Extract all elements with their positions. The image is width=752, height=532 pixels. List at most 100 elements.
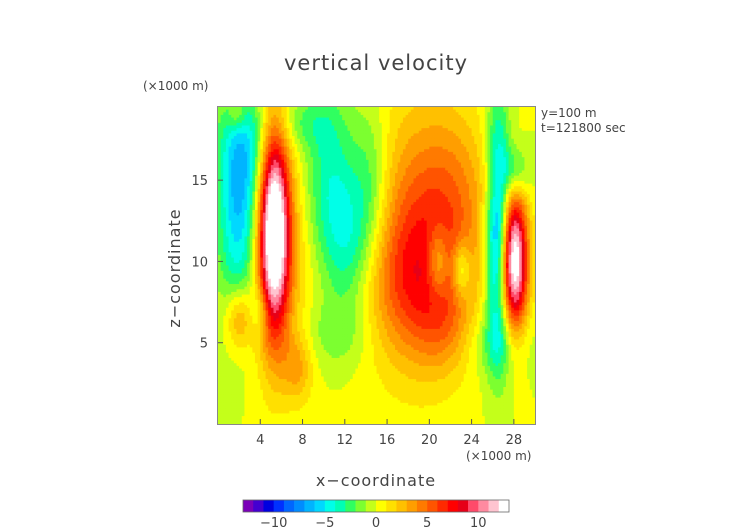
field-cell (234, 136, 237, 139)
field-cell (316, 136, 319, 139)
field-cell (260, 144, 263, 147)
field-cell (276, 147, 279, 150)
field-cell (287, 110, 290, 113)
field-cell (305, 149, 308, 152)
field-cell (453, 189, 456, 192)
field-cell (276, 165, 279, 168)
field-cell (258, 131, 261, 134)
field-cell (287, 149, 290, 152)
field-cell (250, 207, 253, 210)
field-cell (498, 189, 501, 192)
field-cell (358, 131, 361, 134)
field-cell (445, 115, 448, 118)
field-cell (429, 139, 432, 142)
field-cell (303, 147, 306, 150)
field-cell (472, 176, 475, 179)
field-cell (435, 120, 438, 123)
field-cell (448, 207, 451, 210)
field-cell (464, 123, 467, 126)
field-cell (244, 133, 247, 136)
field-cell (461, 128, 464, 131)
field-cell (263, 184, 266, 187)
field-cell (384, 144, 387, 147)
field-cell (421, 189, 424, 192)
field-cell (297, 128, 300, 131)
field-cell (450, 152, 453, 155)
field-cell (266, 197, 269, 200)
field-cell (411, 165, 414, 168)
field-cell (242, 123, 245, 126)
field-cell (450, 202, 453, 205)
field-cell (300, 207, 303, 210)
field-cell (247, 120, 250, 123)
field-cell (366, 139, 369, 142)
field-cell (519, 170, 522, 173)
field-cell (266, 189, 269, 192)
field-cell (273, 112, 276, 115)
field-cell (334, 192, 337, 195)
field-cell (289, 176, 292, 179)
field-cell (334, 207, 337, 210)
field-cell (509, 149, 512, 152)
field-cell (303, 139, 306, 142)
field-cell (310, 205, 313, 208)
field-cell (268, 160, 271, 163)
field-cell (440, 165, 443, 168)
field-cell (242, 205, 245, 208)
field-cell (408, 215, 411, 218)
field-cell (361, 110, 364, 113)
field-cell (440, 186, 443, 189)
field-cell (218, 155, 221, 158)
field-cell (318, 110, 321, 113)
field-cell (377, 186, 380, 189)
field-cell (377, 162, 380, 165)
field-cell (482, 136, 485, 139)
field-cell (273, 176, 276, 179)
field-cell (276, 139, 279, 142)
field-cell (445, 213, 448, 216)
field-cell (334, 128, 337, 131)
field-cell (490, 157, 493, 160)
field-cell (236, 202, 239, 205)
field-cell (522, 160, 525, 163)
field-cell (456, 155, 459, 158)
field-cell (519, 207, 522, 210)
field-cell (443, 141, 446, 144)
field-cell (411, 149, 414, 152)
field-cell (326, 131, 329, 134)
field-cell (324, 147, 327, 150)
field-cell (517, 110, 520, 113)
field-cell (337, 157, 340, 160)
field-cell (387, 131, 390, 134)
field-cell (355, 186, 358, 189)
field-cell (250, 118, 253, 121)
field-cell (395, 133, 398, 136)
field-cell (310, 115, 313, 118)
field-cell (332, 210, 335, 213)
field-cell (247, 197, 250, 200)
field-cell (377, 173, 380, 176)
field-cell (377, 120, 380, 123)
field-cell (400, 155, 403, 158)
field-cell (284, 152, 287, 155)
field-cell (287, 189, 290, 192)
field-cell (503, 110, 506, 113)
field-cell (221, 215, 224, 218)
field-cell (480, 110, 483, 113)
field-cell (305, 178, 308, 181)
field-cell (334, 202, 337, 205)
field-cell (279, 173, 282, 176)
field-cell (524, 165, 527, 168)
field-cell (403, 168, 406, 171)
field-cell (480, 186, 483, 189)
field-cell (334, 178, 337, 181)
field-cell (340, 162, 343, 165)
field-cell (466, 165, 469, 168)
field-cell (342, 149, 345, 152)
field-cell (472, 115, 475, 118)
field-cell (379, 181, 382, 184)
field-cell (501, 210, 504, 213)
field-cell (361, 107, 364, 110)
field-cell (419, 176, 422, 179)
field-cell (443, 128, 446, 131)
